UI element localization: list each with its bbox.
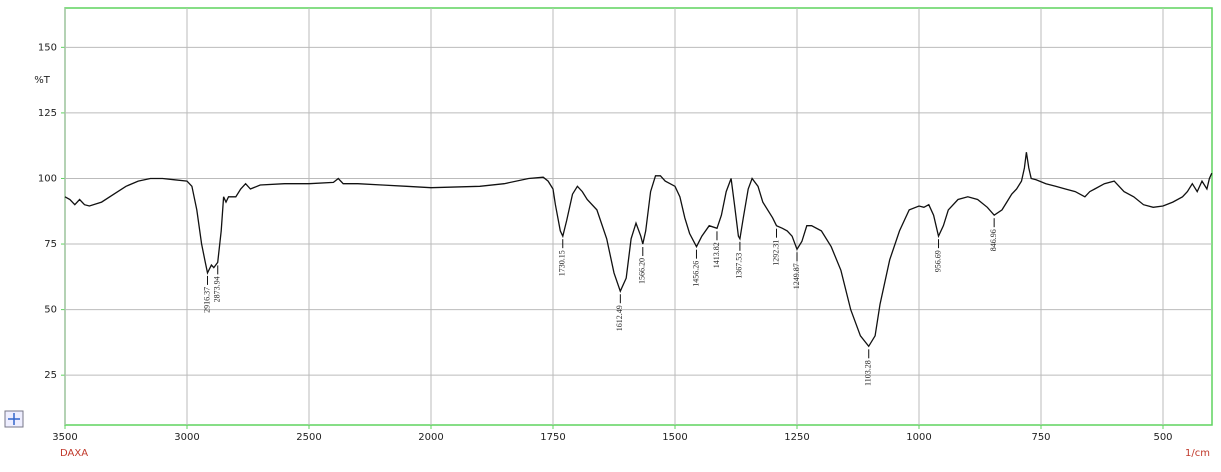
peak-label: 1249.87 — [792, 263, 801, 289]
peak-label: 2873.94 — [213, 276, 222, 302]
x-tick-label: 3000 — [174, 432, 199, 443]
y-tick-label: 75 — [44, 239, 57, 250]
y-tick-label: 50 — [44, 305, 57, 316]
y-tick-label: 25 — [44, 370, 57, 381]
x-tick-label: 2500 — [296, 432, 321, 443]
y-tick-label: 100 — [38, 173, 57, 184]
x-tick-label: 3500 — [52, 432, 77, 443]
peak-label: 1103.28 — [864, 360, 873, 386]
move-button[interactable] — [4, 410, 24, 428]
peak-label: 1367.53 — [735, 253, 744, 279]
peak-label: 1566.20 — [638, 258, 647, 284]
move-button-icon[interactable] — [8, 413, 20, 425]
peak-label: 1730.15 — [558, 250, 567, 276]
x-tick-label: 1000 — [906, 432, 931, 443]
y-axis-label: %T — [34, 75, 51, 86]
peak-label: 846.96 — [989, 229, 998, 251]
x-tick-label: 2000 — [418, 432, 443, 443]
spectrum-line — [64, 152, 1213, 348]
x-axis-left-label: DAXA — [60, 448, 88, 459]
x-tick-label: 1500 — [662, 432, 687, 443]
peak-label: 1292.31 — [771, 240, 780, 266]
peak-label: 1413.82 — [712, 242, 721, 268]
peak-label: 2916.37 — [202, 287, 211, 313]
x-tick-label: 1750 — [540, 432, 565, 443]
peak-label: 1456.26 — [691, 261, 700, 287]
x-tick-label: 750 — [1031, 432, 1050, 443]
x-axis-label: 1/cm — [1185, 448, 1210, 459]
plot-frame — [64, 7, 1213, 426]
peak-label: 1612.49 — [615, 305, 624, 331]
peak-label: 956.69 — [933, 250, 942, 272]
y-tick-label: 150 — [38, 42, 57, 53]
x-tick-label: 1250 — [784, 432, 809, 443]
x-tick-label: 500 — [1153, 432, 1172, 443]
y-tick-label: 125 — [38, 108, 57, 119]
